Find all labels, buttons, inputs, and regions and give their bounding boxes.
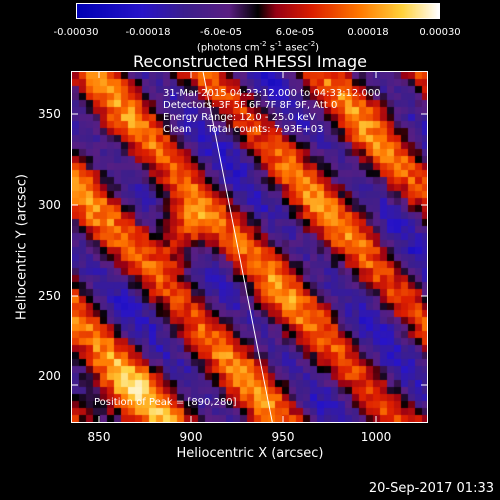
colorbar-tick-label: -0.00018 — [125, 27, 171, 38]
info-line-detectors: Detectors: 3F 5F 6F 7F 8F 9F, Att 0 — [163, 100, 338, 111]
colorbar-unit-label: (photons cm-2 s-1 asec-2) — [196, 40, 320, 54]
plot-overlay — [202, 72, 273, 422]
x-tick-label: 950 — [271, 430, 295, 444]
colorbar — [76, 3, 440, 19]
y-tick-label: 300 — [38, 198, 61, 212]
info-line-counts: Clean Total counts: 7.93E+03 — [163, 124, 324, 135]
x-tick-label: 1000 — [360, 430, 392, 444]
heatmap-plot: 31-Mar-2015 04:23:12.000 to 04:33:12.000… — [71, 71, 428, 423]
plot-title: Reconstructed RHESSI Image — [133, 52, 367, 71]
y-tick-label: 350 — [38, 107, 61, 121]
x-axis-label: Heliocentric X (arcsec) — [176, 446, 324, 461]
x-tick-label: 900 — [179, 430, 203, 444]
peak-position-label: Position of Peak = [890,280] — [94, 397, 237, 408]
x-tick-label: 850 — [87, 430, 111, 444]
info-line-time: 31-Mar-2015 04:23:12.000 to 04:33:12.000 — [163, 88, 381, 99]
colorbar-tick-label: -0.00030 — [53, 27, 99, 38]
colorbar-tick-label: 6.0e-05 — [275, 27, 315, 38]
colorbar-tick-label: 0.00018 — [347, 27, 389, 38]
timestamp: 20-Sep-2017 01:33 — [368, 481, 494, 496]
y-tick-label: 250 — [38, 289, 61, 303]
y-tick-label: 200 — [38, 369, 61, 383]
y-axis-label: Heliocentric Y (arcsec) — [14, 174, 30, 320]
colorbar-tick-label: -6.0e-05 — [200, 27, 242, 38]
heatmap-image — [72, 72, 427, 422]
colorbar-tick-label: 0.00030 — [419, 27, 461, 38]
info-line-energy: Energy Range: 12.0 - 25.0 keV — [163, 112, 316, 123]
limb-line — [202, 72, 273, 422]
